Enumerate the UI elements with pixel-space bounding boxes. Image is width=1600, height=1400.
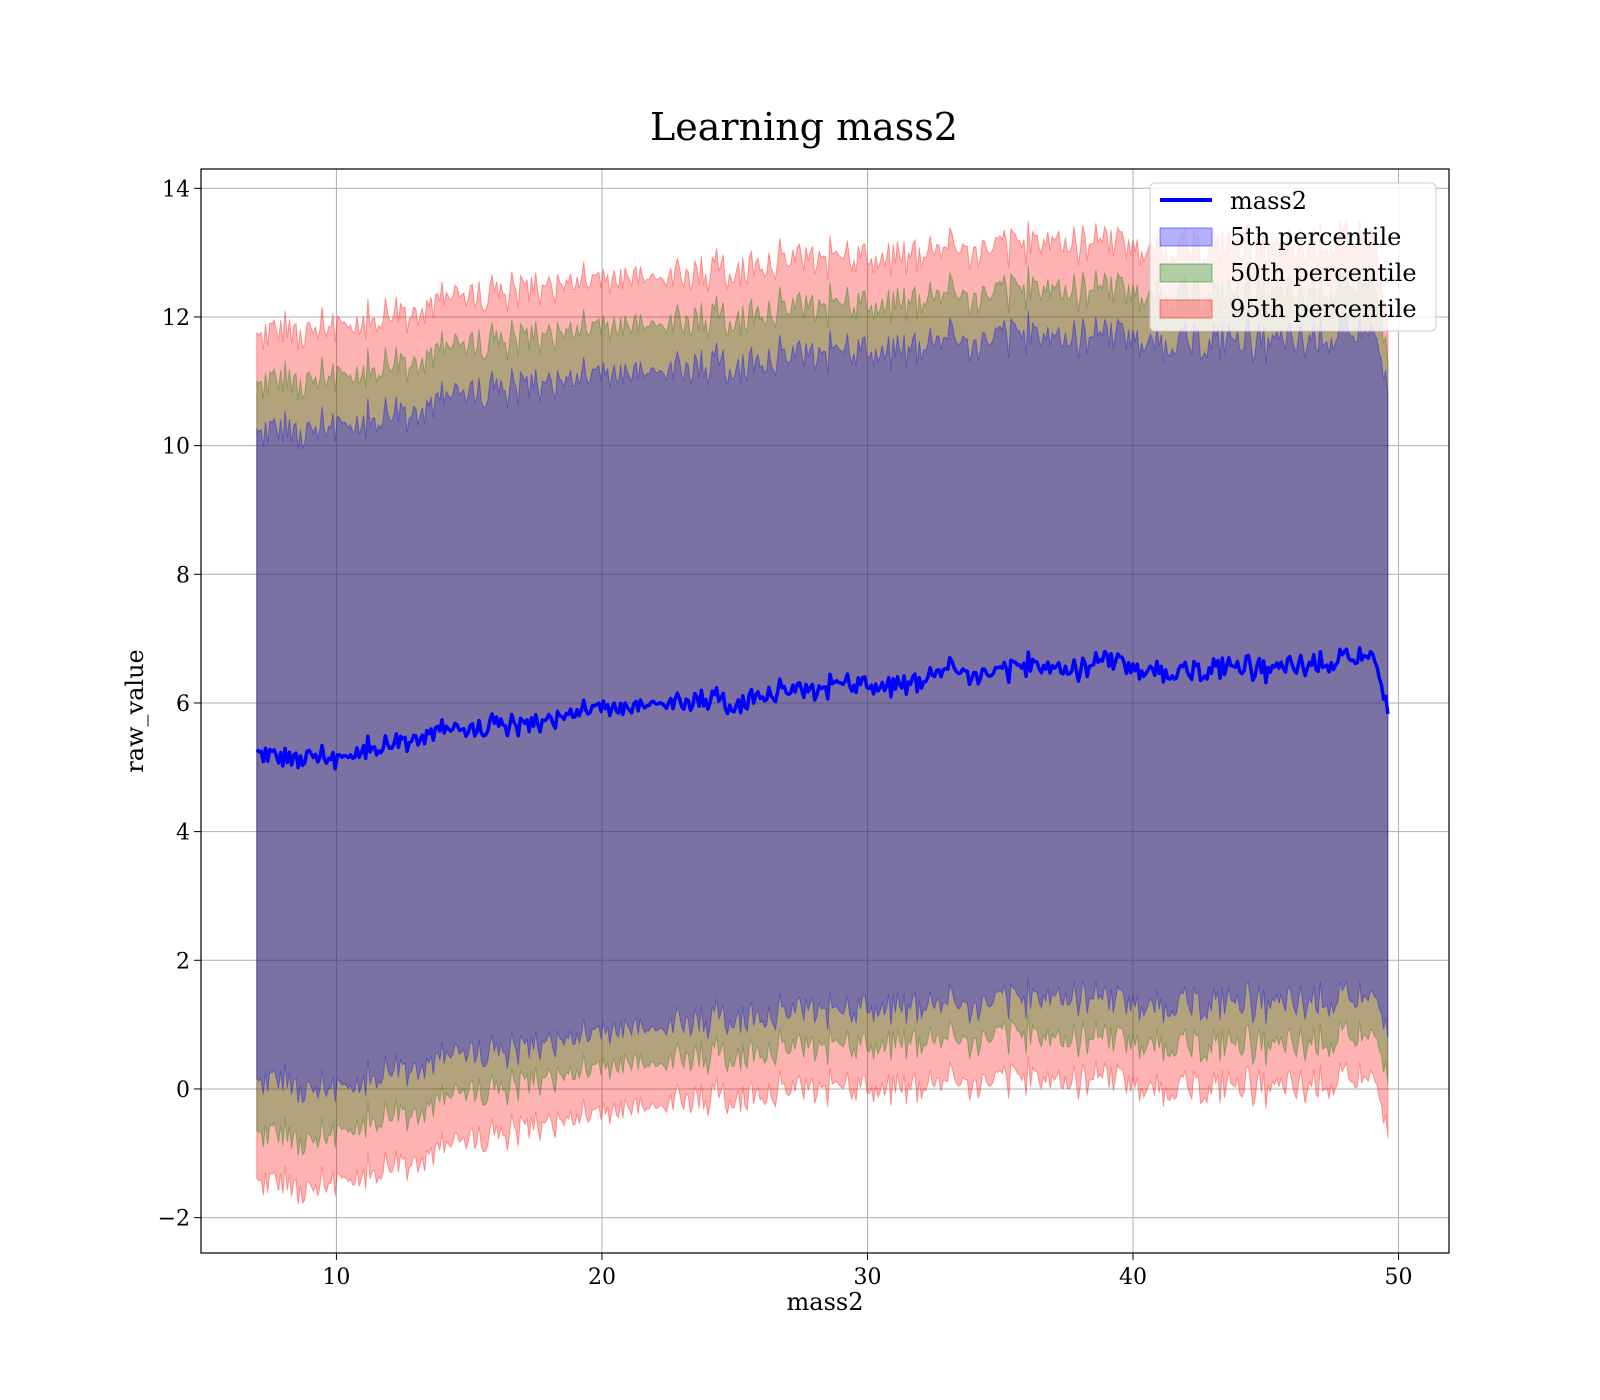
legend-label-95th: 95th percentile: [1230, 295, 1417, 323]
x-axis-label: mass2: [787, 1288, 864, 1316]
x-tick-label: 40: [1119, 1265, 1147, 1290]
mass2-line: [255, 646, 1390, 771]
y-tick-label: 12: [162, 306, 190, 331]
legend-swatch-5th: [1159, 227, 1213, 247]
x-tick-label: 50: [1385, 1265, 1413, 1290]
legend-label-mass2: mass2: [1230, 187, 1307, 215]
y-tick-label: 2: [176, 949, 190, 974]
x-tick-label: 10: [322, 1265, 350, 1290]
band-5th-percentile: [256, 310, 1389, 1104]
plot-frame: [200, 168, 1450, 1254]
legend-swatch-50th: [1159, 263, 1213, 283]
band-50th-percentile: [256, 265, 1389, 1157]
plot-area: [201, 169, 1449, 1253]
grid: [201, 169, 1449, 1253]
y-tick-label: 10: [162, 435, 190, 460]
y-tick-label: 14: [162, 177, 190, 202]
legend-swatch-95th: [1159, 299, 1213, 319]
y-tick-label: −2: [158, 1207, 190, 1232]
legend-label-5th: 5th percentile: [1230, 223, 1401, 251]
legend-box: [1149, 182, 1437, 332]
chart-title: Learning mass2: [650, 105, 958, 149]
y-tick-label: 6: [176, 692, 190, 717]
y-axis-label: raw_value: [121, 649, 149, 773]
band-95th-percentile: [256, 219, 1389, 1205]
y-tick-label: 8: [176, 563, 190, 588]
y-tick-label: 4: [176, 821, 190, 846]
x-tick-label: 20: [588, 1265, 616, 1290]
axis-ticks: 10 20 30 40 50 −2 0 2 4 6 8 10 12 14: [158, 177, 1413, 1290]
mass2-line-layer: [255, 646, 1390, 771]
percentile-bands: [256, 219, 1389, 1205]
y-tick-label: 0: [176, 1078, 190, 1103]
legend-label-50th: 50th percentile: [1230, 259, 1417, 287]
x-tick-label: 30: [853, 1265, 881, 1290]
legend: mass2 5th percentile 50th percentile 95t…: [1149, 182, 1437, 332]
